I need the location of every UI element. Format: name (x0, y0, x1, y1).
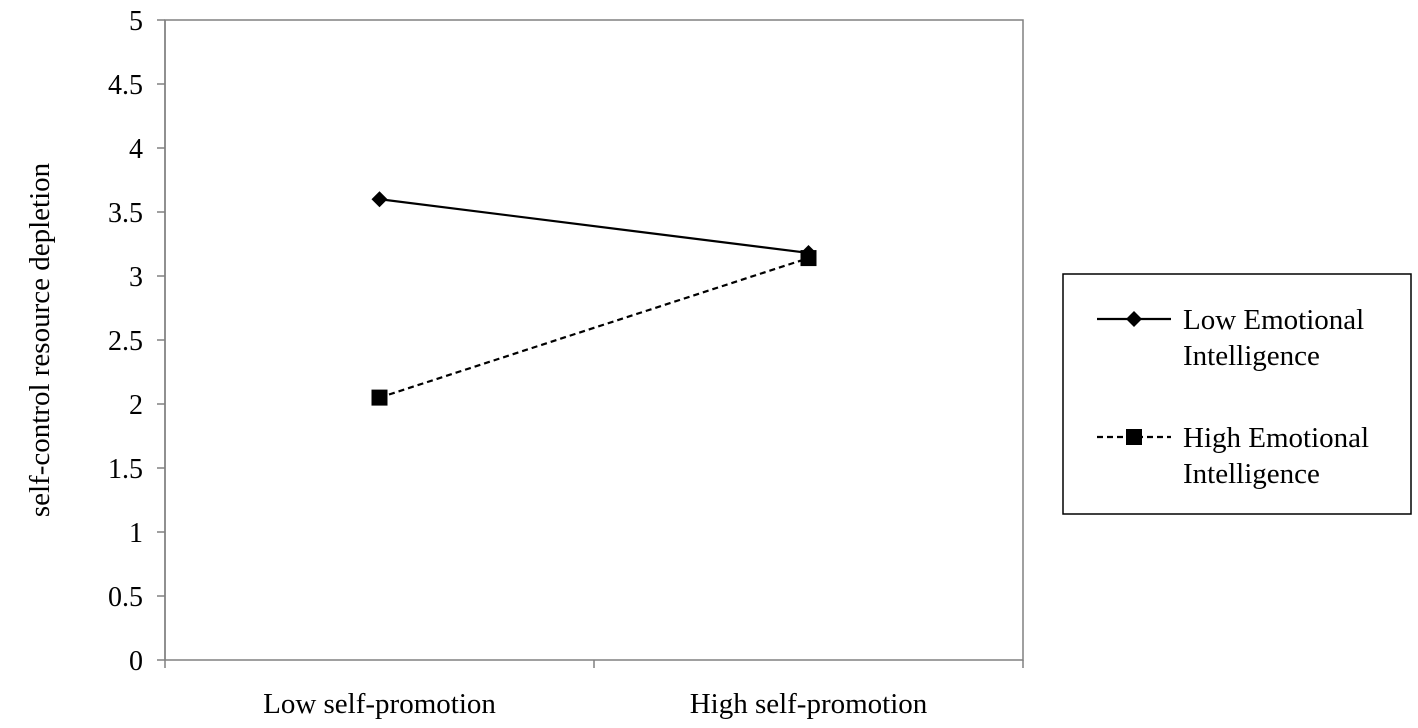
y-tick-label: 1 (129, 518, 143, 549)
legend-marker (1126, 311, 1142, 327)
data-point (371, 191, 388, 208)
y-tick-label: 0.5 (108, 582, 143, 613)
y-tick-label: 1.5 (108, 454, 143, 485)
y-tick-label: 4.5 (108, 70, 143, 101)
series-line (379, 257, 809, 399)
x-tick-label: High self-promotion (690, 688, 928, 720)
legend-item: High Emotional Intelligence (1097, 422, 1369, 490)
x-tick-label: Low self-promotion (263, 688, 496, 720)
y-tick-label: 2 (129, 390, 143, 421)
series-line (379, 198, 809, 255)
legend-label: Intelligence (1183, 458, 1320, 490)
y-tick-label: 0 (129, 646, 143, 677)
y-axis: 0 0.5 1 1.5 2 2.5 3 3.5 4 4.5 5 (108, 6, 166, 677)
x-axis: Low self-promotion High self-promotion (164, 660, 1024, 720)
legend-label: High Emotional (1183, 422, 1369, 454)
y-axis-label: self-control resource depletion (24, 162, 56, 517)
series-layer (371, 191, 817, 406)
legend-label: Intelligence (1183, 340, 1320, 372)
y-tick-label: 2.5 (108, 326, 143, 357)
legend-item: Low Emotional Intelligence (1097, 304, 1364, 372)
y-tick-label: 4 (129, 134, 143, 165)
y-tick-label: 5 (129, 6, 143, 37)
plot-area-border (164, 19, 1024, 661)
data-point (800, 250, 817, 267)
legend-marker (1126, 429, 1142, 445)
data-point (371, 389, 388, 406)
legend-label: Low Emotional (1183, 304, 1364, 336)
series-2 (371, 250, 817, 406)
y-tick-label: 3.5 (108, 198, 143, 229)
legend-box (1062, 273, 1412, 515)
legend-items: Low Emotional Intelligence High Emotional I… (1097, 304, 1369, 490)
legend: Low Emotional Intelligence High Emotional I… (1062, 273, 1412, 515)
y-tick-label: 3 (129, 262, 143, 293)
series-1 (371, 191, 817, 261)
